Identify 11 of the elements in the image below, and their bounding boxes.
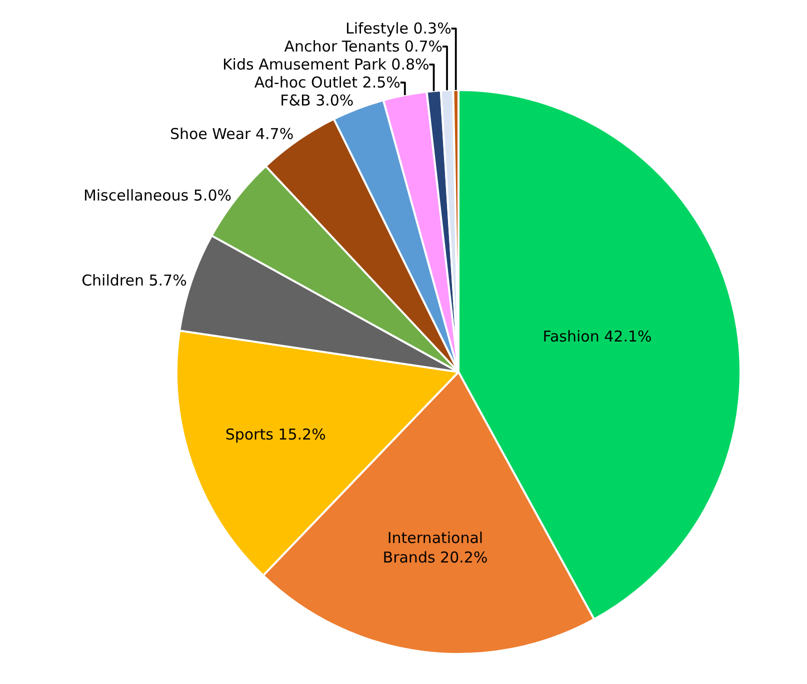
slice-label: Miscellaneous 5.0%	[83, 186, 232, 204]
slice-label: Ad-hoc Outlet 2.5%	[254, 74, 400, 92]
slice-label: International Brands 20.2%	[382, 528, 488, 566]
slice-label: Kids Amusement Park 0.8%	[222, 56, 430, 74]
slice-label: Sports 15.2%	[225, 426, 326, 444]
slice-label: F&B 3.0%	[280, 92, 354, 110]
slice-label: Anchor Tenants 0.7%	[284, 38, 443, 56]
slice-label: Fashion 42.1%	[542, 327, 652, 346]
slice-label: Children 5.7%	[82, 272, 187, 290]
slice-label: Lifestyle 0.3%	[345, 20, 452, 38]
slice-label: Shoe Wear 4.7%	[170, 124, 294, 143]
